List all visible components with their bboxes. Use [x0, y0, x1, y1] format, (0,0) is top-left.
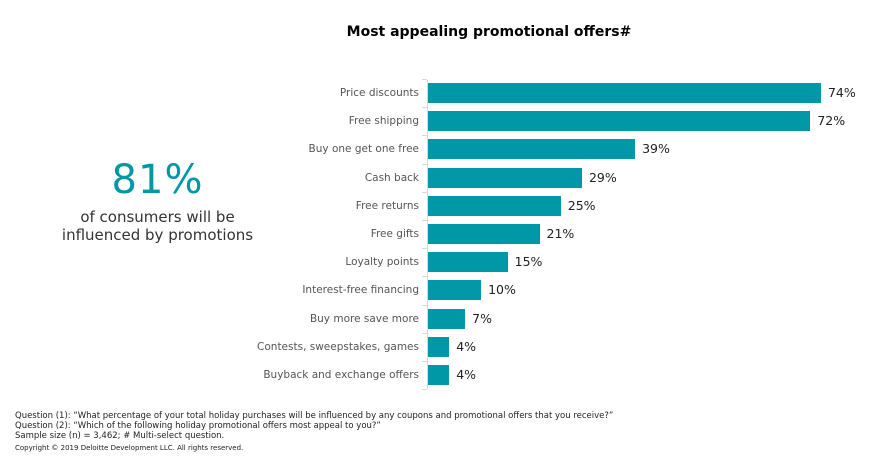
bar: [428, 280, 482, 301]
bar-row: Contests, sweepstakes, games 4%: [0, 333, 873, 361]
bar-row: Free gifts 21%: [0, 220, 873, 248]
callout-text: of consumers will be influenced by promo…: [40, 208, 275, 244]
value-label: 4%: [456, 338, 477, 354]
axis-tick: [422, 276, 427, 278]
bar-row: Free shipping 72%: [0, 107, 873, 135]
axis-tick: [422, 135, 427, 137]
category-label: Buyback and exchange offers: [263, 369, 419, 381]
bar-row: Cash back 29%: [0, 164, 873, 192]
callout-text-line2: influenced by promotions: [61, 226, 254, 244]
bar: [428, 365, 450, 385]
value-label: 25%: [567, 197, 596, 213]
bar-row: Free returns 25%: [0, 192, 873, 220]
bar: [428, 252, 508, 273]
category-label: Free shipping: [348, 115, 419, 128]
bar: [428, 195, 561, 216]
axis-tick: [422, 389, 427, 391]
bar: [428, 167, 582, 188]
category-label: Loyalty points: [345, 256, 419, 269]
category-label: Buy one get one free: [308, 143, 419, 156]
footnote-sample-size: Sample size (n) = 3,462; # Multi-select …: [15, 431, 225, 441]
category-label: Buy more save more: [309, 312, 419, 325]
bar: [428, 111, 811, 132]
value-label: 21%: [546, 226, 575, 241]
bar-row: Price discounts 74%: [0, 79, 873, 107]
footnote-question-1: Question (1): “What percentage of your t…: [15, 411, 614, 421]
value-label: 15%: [514, 254, 543, 270]
category-label: Free gifts: [370, 228, 419, 240]
value-label: 29%: [588, 169, 617, 185]
axis-tick: [422, 332, 427, 334]
axis-tick: [422, 191, 427, 193]
value-label: 4%: [456, 367, 477, 382]
category-label: Interest-free financing: [302, 284, 419, 297]
axis-tick: [422, 361, 427, 362]
copyright: Copyright © 2019 Deloitte Development LL…: [15, 444, 244, 452]
callout-stat: 81% of consumers will be influenced by p…: [40, 156, 275, 244]
bar-row: Buyback and exchange offers 4%: [0, 361, 873, 389]
bar-row: Loyalty points 15%: [0, 248, 873, 276]
category-label: Free returns: [355, 199, 419, 212]
axis-tick: [422, 304, 427, 306]
category-label: Contests, sweepstakes, games: [257, 340, 419, 353]
bar: [428, 139, 636, 160]
value-label: 10%: [488, 282, 516, 298]
axis-tick: [422, 107, 427, 109]
axis-tick: [422, 163, 427, 165]
value-label: 7%: [472, 310, 492, 326]
category-label: Price discounts: [339, 87, 419, 99]
bar: [428, 83, 821, 103]
axis-tick: [422, 220, 427, 221]
callout-value: 81%: [111, 157, 204, 203]
category-label: Cash back: [364, 171, 419, 184]
y-axis-line: [427, 80, 428, 389]
axis-tick: [422, 79, 427, 80]
bar-row: Buy one get one free 39%: [0, 135, 873, 163]
callout-text-line1: of consumers will be: [80, 208, 235, 226]
value-label: 72%: [817, 113, 846, 129]
value-label: 39%: [642, 141, 670, 157]
footnotes: Question (1): “What percentage of your t…: [15, 411, 613, 453]
bar: [428, 336, 450, 357]
axis-tick: [422, 248, 427, 250]
value-label: 74%: [827, 85, 856, 100]
bar: [428, 224, 540, 244]
footnote-question-2: Question (2): “Which of the following ho…: [15, 421, 381, 431]
bar-row: Buy more save more 7%: [0, 305, 873, 333]
chart-title: Most appealing promotional offers#: [346, 24, 632, 40]
bar-row: Interest-free financing 10%: [0, 276, 873, 304]
bar: [428, 308, 466, 329]
